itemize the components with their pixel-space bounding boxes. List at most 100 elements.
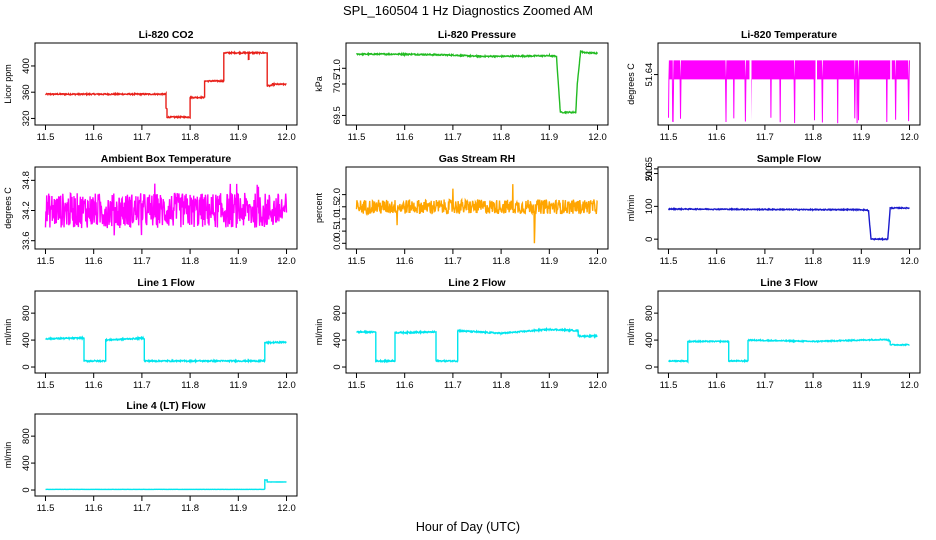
x-tick-label: 11.5 bbox=[660, 132, 678, 143]
x-tick-label: 11.6 bbox=[85, 503, 103, 514]
y-tick-label: 0 bbox=[332, 364, 343, 369]
series bbox=[668, 337, 910, 364]
series bbox=[44, 183, 288, 236]
y-tick-label: 70.5 bbox=[332, 75, 343, 94]
x-tick-label: 11.9 bbox=[540, 132, 558, 143]
x-tick-label: 12.0 bbox=[588, 132, 607, 143]
x-tick-label: 11.6 bbox=[85, 132, 103, 143]
x-tick-label: 11.5 bbox=[37, 503, 55, 514]
y-tick-label: 400 bbox=[644, 332, 655, 348]
y-axis-label: percent bbox=[314, 192, 324, 223]
x-tick-label: 11.9 bbox=[229, 132, 247, 143]
series bbox=[45, 335, 287, 364]
y-tick-label: 400 bbox=[21, 455, 32, 471]
x-tick-label: 11.5 bbox=[37, 256, 55, 267]
panel-8: Line 3 Flow 11.5 11.6 11.7 11.8 11.9 12.0 0 400 8… bbox=[626, 277, 921, 391]
x-tick-label: 11.8 bbox=[492, 380, 510, 391]
x-tick-label: 11.5 bbox=[348, 132, 366, 143]
x-tick-label: 11.8 bbox=[181, 256, 199, 267]
panel-frame bbox=[657, 42, 921, 126]
y-tick-label: 69.5 bbox=[332, 106, 343, 125]
x-tick-label: 11.7 bbox=[133, 256, 151, 267]
y-tick-label: 34.2 bbox=[21, 201, 32, 220]
x-tick-label: 11.7 bbox=[756, 256, 774, 267]
x-tick-label: 11.7 bbox=[756, 380, 774, 391]
panel-9: Line 4 (LT) Flow 11.5 11.6 11.7 11.8 11.9 12.0… bbox=[3, 400, 298, 514]
x-tick-label: 11.9 bbox=[852, 132, 870, 143]
y-tick-label: 0 bbox=[21, 487, 32, 492]
series-line bbox=[668, 60, 910, 124]
series-line bbox=[45, 479, 287, 491]
x-tick-label: 11.6 bbox=[708, 132, 726, 143]
y-tick-label: 2.0 bbox=[332, 188, 343, 201]
panel-2: Li-820 Temperature 11.5 11.6 11.7 11.8 11.9 12… bbox=[626, 29, 921, 181]
series bbox=[667, 206, 910, 242]
x-tick-label: 11.7 bbox=[444, 132, 462, 143]
y-tick-label: 33.6 bbox=[21, 231, 32, 250]
series bbox=[355, 184, 598, 244]
y-tick-label: 800 bbox=[21, 305, 32, 321]
panel-frame bbox=[657, 166, 921, 250]
y-tick-label: 0 bbox=[644, 237, 655, 242]
series-line bbox=[355, 184, 598, 244]
series-line bbox=[45, 335, 287, 364]
x-tick-label: 11.8 bbox=[492, 132, 510, 143]
series bbox=[45, 50, 287, 120]
panel-title: Ambient Box Temperature bbox=[101, 153, 232, 165]
figure-title: SPL_160504 1 Hz Diagnostics Zoomed AM bbox=[343, 3, 593, 18]
y-tick-label: 800 bbox=[332, 305, 343, 321]
y-axis-label: ml/min bbox=[314, 319, 324, 346]
x-tick-label: 11.8 bbox=[804, 256, 822, 267]
x-tick-label: 11.5 bbox=[37, 132, 55, 143]
x-tick-label: 11.8 bbox=[181, 132, 199, 143]
series-line bbox=[667, 206, 910, 242]
x-tick-label: 12.0 bbox=[277, 503, 296, 514]
x-tick-label: 12.0 bbox=[588, 256, 607, 267]
panel-title: Li-820 Pressure bbox=[438, 29, 516, 41]
panel-1: Li-820 Pressure 11.5 11.6 11.7 11.8 11.9 12.0 6… bbox=[314, 29, 609, 143]
series bbox=[355, 50, 599, 115]
x-tick-label: 12.0 bbox=[277, 132, 296, 143]
panel-0: Li-820 CO2 11.5 11.6 11.7 11.8 11.9 12.0 320 360… bbox=[3, 29, 298, 143]
series bbox=[45, 479, 287, 491]
x-tick-label: 11.5 bbox=[660, 380, 678, 391]
panel-frame bbox=[345, 290, 609, 374]
y-axis-label: Licor ppm bbox=[3, 64, 13, 104]
y-tick-label: 200 bbox=[644, 166, 655, 182]
y-tick-label: 360 bbox=[21, 84, 32, 100]
panel-frame bbox=[345, 166, 609, 250]
x-tick-label: 12.0 bbox=[588, 380, 607, 391]
y-tick-label: 0.5 bbox=[332, 225, 343, 238]
y-axis-label: ml/min bbox=[3, 319, 13, 346]
x-tick-label: 11.7 bbox=[756, 132, 774, 143]
y-tick-label: 51.64 bbox=[644, 63, 655, 87]
panel-title: Li-820 Temperature bbox=[741, 29, 837, 41]
x-tick-label: 11.9 bbox=[229, 256, 247, 267]
panel-title: Li-820 CO2 bbox=[139, 29, 194, 41]
y-tick-label: 800 bbox=[21, 428, 32, 444]
x-tick-label: 12.0 bbox=[277, 380, 296, 391]
series-line bbox=[668, 337, 910, 364]
y-axis-label: ml/min bbox=[626, 319, 636, 346]
x-tick-label: 11.5 bbox=[348, 380, 366, 391]
x-tick-label: 11.8 bbox=[804, 380, 822, 391]
y-tick-label: 320 bbox=[21, 111, 32, 127]
panel-4: Gas Stream RH 11.5 11.6 11.7 11.8 11.9 12.0 0.0… bbox=[314, 153, 609, 267]
y-tick-label: 0 bbox=[644, 364, 655, 369]
panel-5: Sample Flow 11.5 11.6 11.7 11.8 11.9 12.0 0 100 2… bbox=[626, 153, 921, 267]
x-tick-label: 11.6 bbox=[708, 380, 726, 391]
x-tick-label: 11.6 bbox=[85, 256, 103, 267]
panel-title: Line 1 Flow bbox=[137, 277, 195, 289]
x-tick-label: 11.9 bbox=[229, 503, 247, 514]
y-axis-label: ml/min bbox=[626, 195, 636, 222]
y-tick-label: 34.8 bbox=[21, 171, 32, 190]
x-tick-label: 12.0 bbox=[900, 132, 919, 143]
y-axis-label: degrees C bbox=[3, 187, 13, 229]
x-tick-label: 11.9 bbox=[540, 256, 558, 267]
x-tick-label: 11.8 bbox=[181, 380, 199, 391]
panel-title: Line 3 Flow bbox=[760, 277, 818, 289]
x-tick-label: 11.8 bbox=[181, 503, 199, 514]
panel-6: Line 1 Flow 11.5 11.6 11.7 11.8 11.9 12.0 0 400 8… bbox=[3, 277, 298, 391]
y-axis-label: ml/min bbox=[3, 442, 13, 469]
